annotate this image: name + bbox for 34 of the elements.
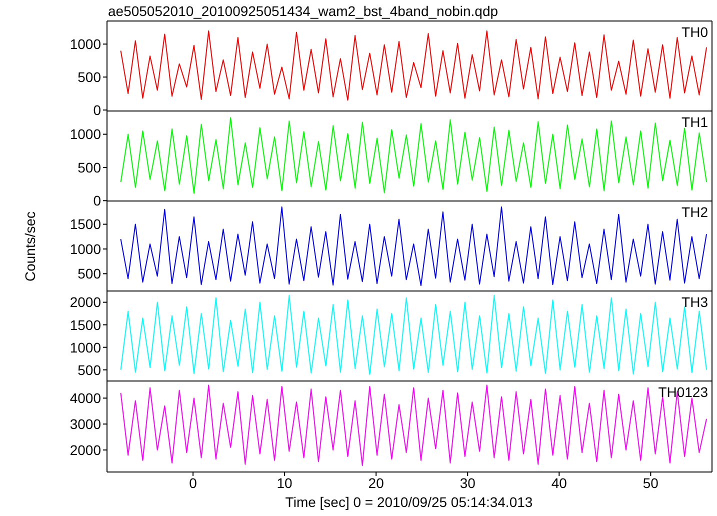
y-tick-label: 3000 [70, 416, 102, 432]
y-tick-label: 1000 [70, 36, 102, 52]
x-tick-label: 0 [189, 474, 198, 491]
y-tick-label: 2000 [70, 294, 102, 310]
line-series [120, 295, 708, 375]
y-tick-label: 0 [93, 192, 102, 209]
series-label: TH1 [682, 114, 708, 130]
y-tick-label: 1000 [70, 126, 102, 142]
y-tick-label: 0 [93, 102, 102, 118]
y-tick-label: 1500 [70, 316, 102, 333]
line-series [120, 206, 708, 286]
y-tick-label: 500 [78, 362, 102, 378]
series-label: TH0123 [658, 384, 708, 400]
series-label: TH0 [682, 24, 708, 40]
line-series [120, 117, 708, 194]
series-label: TH3 [682, 294, 708, 310]
y-tick-label: 500 [78, 266, 102, 282]
x-tick-label: 20 [368, 474, 384, 491]
y-tick-label: 1000 [70, 240, 102, 257]
x-tick-label: 30 [460, 474, 476, 491]
chart-title: ae505052010_20100925051434_wam2_bst_4band_nobin.qdp [108, 3, 498, 19]
x-tick-label: 40 [551, 474, 568, 491]
y-tick-label: 2000 [70, 442, 102, 458]
series-label: TH2 [682, 204, 708, 220]
line-series [120, 384, 708, 466]
x-tick-label: 50 [642, 474, 659, 491]
y-tick-label: 4000 [70, 390, 102, 406]
y-tick-label: 1000 [70, 339, 102, 356]
y-axis-title: Counts/sec [22, 211, 38, 282]
y-tick-label: 1500 [70, 216, 102, 232]
x-axis-title: Time [sec] 0 = 2010/09/25 05:14:34.013 [284, 494, 534, 510]
y-tick-label: 500 [78, 69, 102, 86]
y-tick-label: 500 [78, 159, 102, 176]
x-tick-label: 10 [276, 474, 293, 491]
